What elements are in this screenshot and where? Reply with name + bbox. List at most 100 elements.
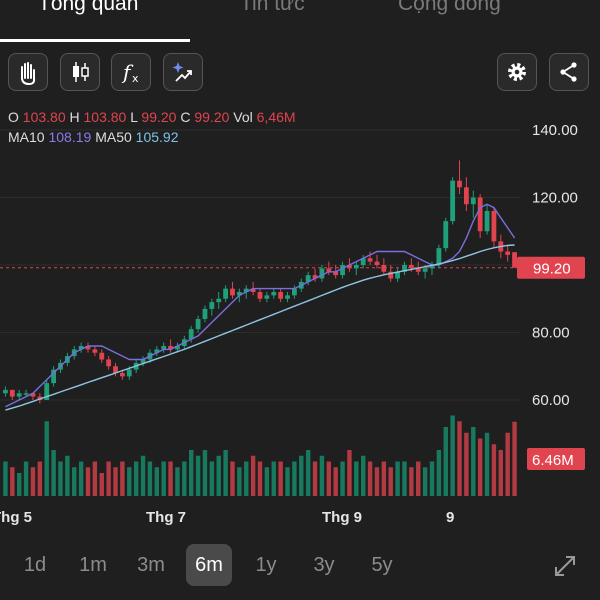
close-value: 99.20 <box>194 109 230 125</box>
volume-bar <box>237 467 242 496</box>
volume-bar <box>347 450 352 496</box>
candle-body <box>395 271 401 279</box>
candle-body <box>374 261 380 265</box>
candle-body <box>278 292 284 299</box>
tab-overview[interactable]: Tổng quan <box>38 0 139 15</box>
volume-bar <box>264 467 270 496</box>
volume-bar <box>37 461 43 496</box>
ai-analysis-button[interactable] <box>163 53 203 91</box>
expand-icon[interactable] <box>552 553 578 579</box>
candle-body <box>257 292 263 299</box>
ma10-label: MA10 <box>8 129 45 145</box>
volume-bar <box>299 455 304 496</box>
x-tick-label: Thg 5 <box>0 509 32 526</box>
volume-bar <box>505 432 510 496</box>
y-tick-label: 140.00 <box>532 122 578 139</box>
range-3y[interactable]: 3y <box>313 554 335 576</box>
candle-body <box>230 288 235 296</box>
volume-bar <box>464 432 469 496</box>
pan-tool-button[interactable] <box>8 53 48 91</box>
hand-icon <box>21 62 36 86</box>
candle-body <box>402 265 407 272</box>
svg-text:x: x <box>132 72 139 85</box>
volume-bar <box>326 461 332 496</box>
volume-bar <box>202 450 208 496</box>
indicators-button[interactable]: f x <box>111 53 151 91</box>
range-1y[interactable]: 1y <box>255 554 277 576</box>
volume-bar <box>140 455 146 496</box>
open-label: O <box>8 109 19 125</box>
candle-body <box>360 258 366 265</box>
candle-body <box>9 389 15 397</box>
candle-body <box>250 288 256 292</box>
candle-body <box>470 197 476 205</box>
candle-body <box>326 268 332 272</box>
volume-bar <box>416 461 421 496</box>
volume-bar <box>58 461 63 496</box>
volume-bar <box>133 461 139 496</box>
tab-news[interactable]: Tin tức <box>240 0 305 15</box>
candle-body <box>319 268 325 279</box>
volume-bar <box>175 467 180 496</box>
volume-bar <box>30 467 36 496</box>
x-tick-label: Thg 7 <box>146 509 186 526</box>
candle-body <box>381 265 387 272</box>
sparkle-chart-icon <box>172 62 192 82</box>
volume-bar <box>127 467 132 496</box>
last-price-tag <box>517 256 585 279</box>
low-value: 99.20 <box>141 109 177 125</box>
candle-body <box>140 359 146 363</box>
candle-body <box>367 258 373 262</box>
candle-body <box>388 271 394 279</box>
candle-body <box>175 346 180 350</box>
candle-body <box>51 369 57 384</box>
volume-bar <box>16 473 22 496</box>
ma50-value: 105.92 <box>135 129 179 145</box>
candlestick-type-button[interactable] <box>60 53 100 91</box>
high-value: 103.80 <box>83 109 127 125</box>
candle-body <box>106 359 112 367</box>
volume-bar <box>23 461 29 496</box>
range-1d[interactable]: 1d <box>23 554 47 576</box>
candlestick-icon <box>73 62 89 82</box>
volume-bar <box>99 473 104 496</box>
volume-tag-label: 6.46M <box>532 452 574 469</box>
ma10-line <box>5 203 516 408</box>
candle-body <box>3 389 8 394</box>
volume-bar <box>78 461 84 496</box>
range-5y[interactable]: 5y <box>371 554 393 576</box>
tab-bar: Tổng quan Tin tức Cộng đồng <box>0 0 600 42</box>
volume-bar <box>388 467 393 496</box>
range-3m[interactable]: 3m <box>137 554 165 576</box>
candle-body <box>195 319 201 330</box>
volume-bar <box>209 461 215 496</box>
volume-bar <box>3 461 8 496</box>
range-6m[interactable]: 6m <box>186 544 232 586</box>
volume-bar <box>354 461 359 496</box>
candle-body <box>126 369 132 377</box>
active-tab-underline <box>0 39 190 42</box>
candle-body <box>202 308 208 319</box>
ma50-line <box>5 244 515 411</box>
volume-bar <box>154 467 160 496</box>
candle-body <box>168 346 173 350</box>
candle-body <box>353 265 359 269</box>
candle-body <box>85 346 91 350</box>
high-label: H <box>69 109 80 125</box>
volume-bar <box>312 461 318 496</box>
volume-bar <box>340 461 345 496</box>
ma-readout: MA10 108.19 MA50 105.92 <box>8 129 178 145</box>
share-button[interactable] <box>549 53 589 91</box>
volume-bar <box>106 461 111 496</box>
chart-settings-button[interactable] <box>497 53 537 91</box>
volume-bar <box>450 415 455 496</box>
volume-bar <box>244 461 249 496</box>
candle-body <box>305 275 311 282</box>
y-tick-label: 80.00 <box>532 325 570 342</box>
volume-bar <box>498 450 504 496</box>
tab-community[interactable]: Cộng đồng <box>398 0 501 15</box>
range-1m[interactable]: 1m <box>79 554 107 576</box>
volume-value: 6,46M <box>256 109 296 125</box>
volume-bar <box>161 461 166 496</box>
